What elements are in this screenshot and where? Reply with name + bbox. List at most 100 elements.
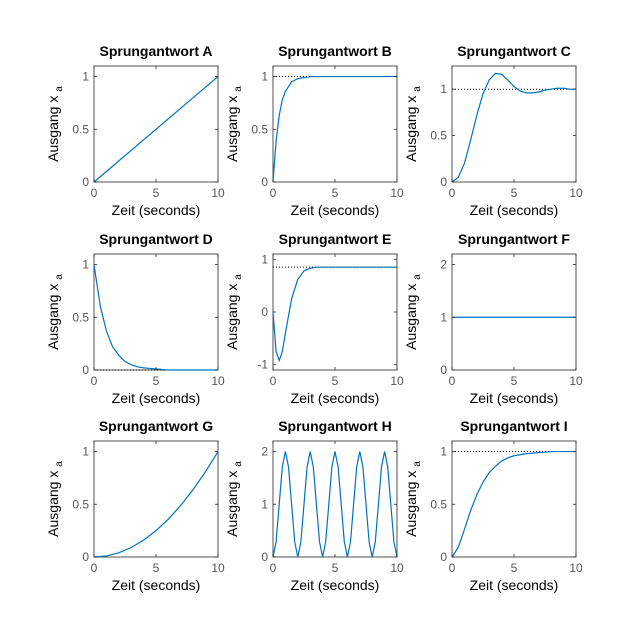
y-axis-label: Ausgang x a (224, 461, 244, 537)
y-tick-label: 0.5 (72, 122, 89, 136)
subplot-b: Sprungantwort B 0 5 10 0 0.5 1 Zeit (seconds) Au… (224, 43, 404, 218)
chart-title: Sprungantwort E (279, 231, 392, 247)
x-axis-label: Zeit (seconds) (112, 390, 201, 406)
y-axis-label: Ausgang x a (45, 86, 65, 162)
chart-title: Sprungantwort A (99, 43, 212, 59)
chart-title: Sprungantwort B (278, 43, 392, 59)
x-tick-label: 5 (153, 186, 160, 200)
x-tick-label: 5 (332, 561, 339, 575)
x-tick-label: 5 (332, 374, 339, 388)
x-tick-label: 0 (449, 186, 456, 200)
x-tick-label: 0 (91, 374, 98, 388)
x-tick-label: 0 (270, 374, 277, 388)
y-tick-label: 0 (82, 550, 89, 564)
axes-box (272, 253, 398, 371)
chart-title: Sprungantwort C (457, 43, 571, 59)
y-axis-label: Ausgang x a (45, 274, 65, 350)
response-line (451, 72, 576, 183)
y-axis-label-main: Ausgang x (45, 471, 61, 537)
x-tick-label: 10 (211, 374, 225, 388)
subplot-g: Sprungantwort G 0 5 10 0 0.5 1 Zeit (seconds) Au… (45, 418, 225, 593)
y-tick-label: 0.5 (72, 310, 89, 324)
y-tick-label: 1 (261, 497, 268, 511)
x-tick-label: 5 (153, 561, 160, 575)
y-axis-label: Ausgang x a (45, 461, 65, 537)
y-axis-label-subscript: a (412, 274, 423, 280)
chart-title: Sprungantwort I (460, 418, 567, 434)
y-axis-label-main: Ausgang x (45, 284, 61, 350)
y-axis-label-subscript: a (54, 274, 65, 280)
chart-title: Sprungantwort H (278, 418, 392, 434)
x-tick-label: 0 (91, 561, 98, 575)
y-tick-label: 0 (440, 550, 447, 564)
x-axis-label: Zeit (seconds) (291, 202, 380, 218)
y-axis-label-subscript: a (412, 461, 423, 467)
subplot-c: Sprungantwort C 0 5 10 0 0.5 1 Zeit (seconds) Au… (403, 43, 583, 218)
y-tick-label: 0.5 (430, 497, 447, 511)
x-tick-label: 10 (390, 561, 404, 575)
x-tick-label: 10 (569, 374, 583, 388)
y-axis-label-subscript: a (54, 86, 65, 92)
chart-title: Sprungantwort G (99, 418, 213, 434)
y-axis-label-subscript: a (233, 461, 244, 467)
x-axis-label: Zeit (seconds) (470, 577, 559, 593)
x-tick-label: 10 (390, 186, 404, 200)
response-line (93, 76, 219, 183)
subplot-a: Sprungantwort A 0 5 10 0 0.5 1 Zeit (seconds) Au… (45, 43, 225, 218)
y-tick-label: 1 (440, 445, 447, 459)
x-tick-label: 0 (449, 561, 456, 575)
x-tick-label: 5 (332, 186, 339, 200)
y-tick-label: 2 (261, 445, 268, 459)
subplot-f: Sprungantwort F 0 5 10 0 1 2 Zeit (seconds) Ausg… (403, 231, 583, 406)
y-tick-label: 0 (82, 175, 89, 189)
y-axis-label: Ausgang x a (224, 86, 244, 162)
x-tick-label: 10 (211, 186, 225, 200)
y-tick-label: 0.5 (251, 122, 268, 136)
axes-box (272, 65, 398, 183)
x-tick-label: 0 (449, 374, 456, 388)
x-tick-label: 0 (91, 186, 98, 200)
x-tick-label: 5 (511, 561, 518, 575)
subplot-d: Sprungantwort D 0 5 10 0 0.5 1 Zeit (seconds) Au… (45, 231, 225, 406)
y-axis-label: Ausgang x a (403, 274, 423, 350)
y-axis-label-main: Ausgang x (224, 96, 240, 162)
y-tick-label: 1 (440, 82, 447, 96)
x-tick-label: 10 (211, 561, 225, 575)
y-axis-label-subscript: a (233, 274, 244, 280)
y-tick-label: 0 (261, 550, 268, 564)
y-tick-label: 1 (82, 258, 89, 272)
x-tick-label: 0 (270, 186, 277, 200)
y-axis-label: Ausgang x a (403, 461, 423, 537)
x-axis-label: Zeit (seconds) (291, 390, 380, 406)
y-axis-label-subscript: a (54, 461, 65, 467)
y-axis-label-main: Ausgang x (403, 471, 419, 537)
y-tick-label: 1 (261, 252, 268, 266)
y-axis-label: Ausgang x a (403, 86, 423, 162)
y-axis-label-main: Ausgang x (403, 284, 419, 350)
axes-box (451, 65, 577, 183)
x-axis-label: Zeit (seconds) (291, 577, 380, 593)
y-tick-label: 0 (261, 305, 268, 319)
axes-box (93, 65, 219, 183)
y-axis-label-main: Ausgang x (224, 284, 240, 350)
x-tick-label: 5 (153, 374, 160, 388)
x-tick-label: 5 (511, 374, 518, 388)
y-tick-label: 0 (440, 175, 447, 189)
axes-box (93, 253, 219, 371)
y-tick-label: 0.5 (430, 129, 447, 143)
response-line (272, 75, 397, 183)
response-line (272, 266, 397, 363)
y-axis-label-main: Ausgang x (224, 471, 240, 537)
y-tick-label: 1 (82, 445, 89, 459)
y-tick-label: 0 (82, 363, 89, 377)
response-line (272, 451, 398, 558)
y-axis-label-subscript: a (233, 86, 244, 92)
x-axis-label: Zeit (seconds) (112, 202, 201, 218)
y-tick-label: 1 (82, 70, 89, 84)
y-axis-label-main: Ausgang x (45, 96, 61, 162)
subplot-h: Sprungantwort H 0 5 10 0 1 2 Zeit (seconds) Ausg… (224, 418, 404, 593)
chart-title: Sprungantwort F (458, 231, 570, 247)
x-axis-label: Zeit (seconds) (112, 577, 201, 593)
